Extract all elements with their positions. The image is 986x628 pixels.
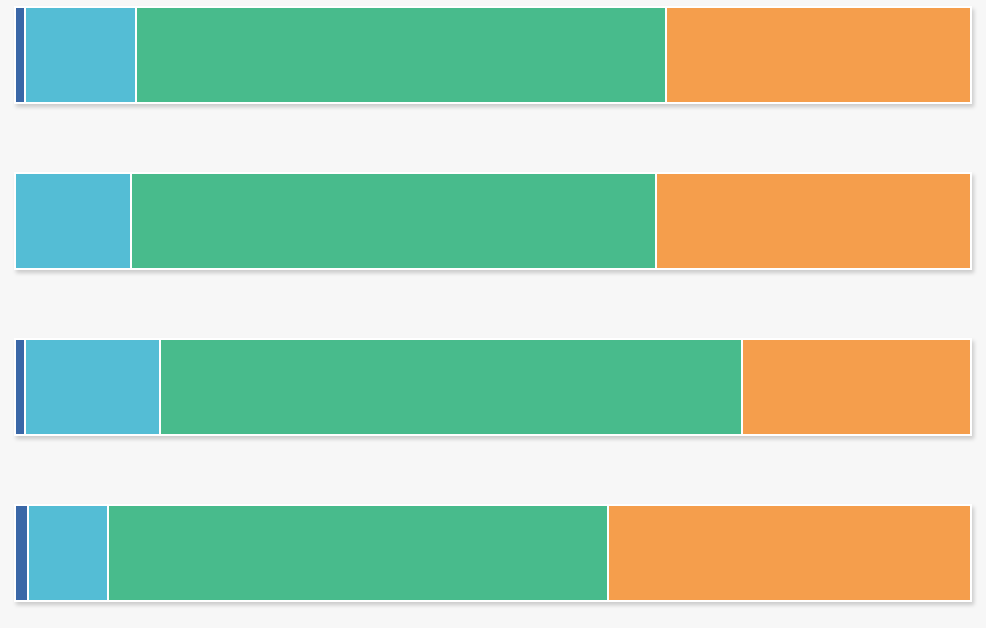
bar-segment [16,8,24,102]
bar-segment [107,506,608,600]
bar-segment [135,8,664,102]
bar-segment [130,174,655,268]
bar-segment [16,340,24,434]
bar-segment [27,506,106,600]
bar-row [14,172,972,270]
bar-row [14,338,972,436]
bar-segment [741,340,970,434]
bar-segment [16,506,27,600]
stacked-bar-chart [0,0,986,628]
bar-segment [607,506,970,600]
bar-segment [24,340,159,434]
bar-row [14,6,972,104]
bar-segment [24,8,136,102]
bar-segment [665,8,970,102]
bar-segment [159,340,741,434]
bar-segment [16,174,130,268]
bar-row [14,504,972,602]
bar-segment [655,174,970,268]
